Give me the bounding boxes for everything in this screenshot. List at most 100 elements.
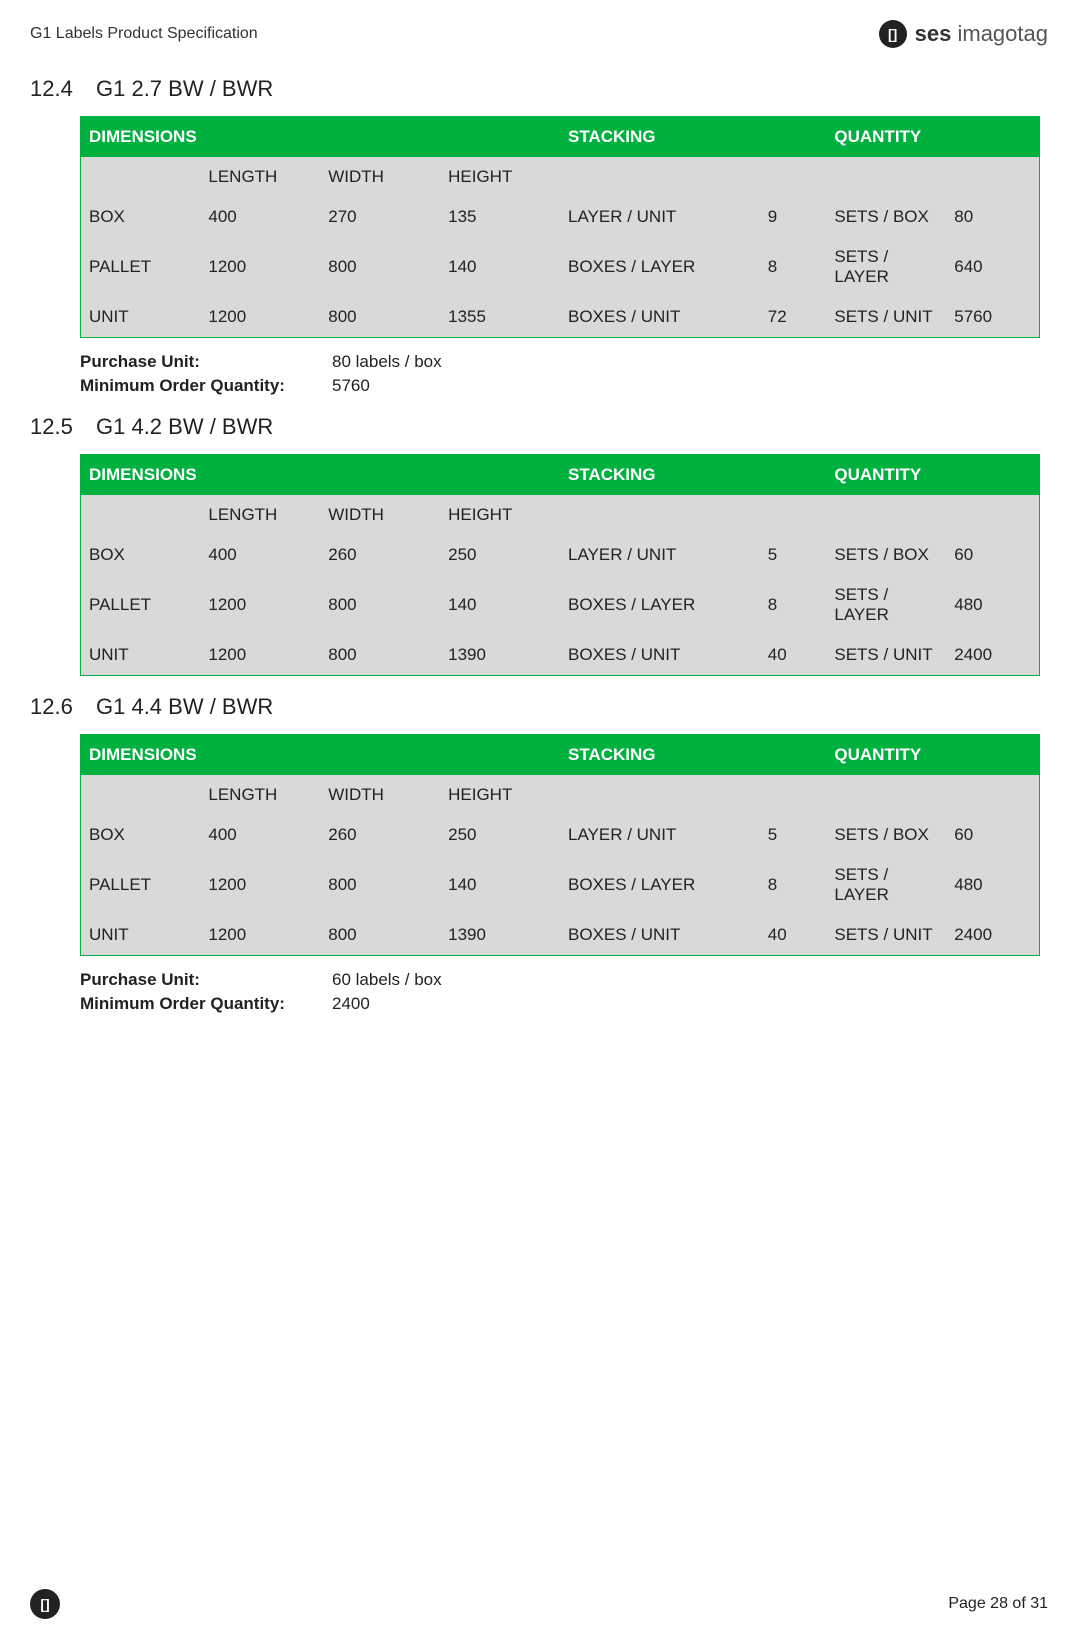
cell-empty [946,495,1039,535]
cell-length: 1200 [200,855,320,915]
cell-width: 800 [320,575,440,635]
cell-width: 260 [320,535,440,575]
cell-stack-label: BOXES / LAYER [560,855,760,915]
cell-length: 400 [200,815,320,855]
cell-stack-label: LAYER / UNIT [560,197,760,237]
cell-empty [560,157,760,197]
cell-qty-value: 5760 [946,297,1039,338]
page-footer: [] Page 28 of 31 [30,1589,1048,1619]
subhdr-width: WIDTH [320,775,440,815]
table-subheader-row: LENGTHWIDTHHEIGHT [81,157,1040,197]
cell-empty [826,775,946,815]
cell-qty-label: SETS / BOX [826,535,946,575]
brand-logo: [] ses imagotag [879,20,1048,48]
info-block: Purchase Unit:80 labels / boxMinimum Ord… [80,352,1048,396]
section-title: G1 2.7 BW / BWR [96,76,273,102]
cell-qty-label: SETS / LAYER [826,575,946,635]
cell-empty [81,775,201,815]
info-value-moq: 2400 [332,994,370,1014]
cell-stack-value: 5 [760,815,827,855]
row-label: BOX [81,197,201,237]
cell-stack-value: 40 [760,915,827,956]
cell-empty [760,495,827,535]
cell-height: 1390 [440,915,560,956]
cell-qty-label: SETS / LAYER [826,237,946,297]
table-row: PALLET1200800140BOXES / LAYER8SETS / LAY… [81,855,1040,915]
row-label: BOX [81,815,201,855]
table-row: UNIT12008001390BOXES / UNIT40SETS / UNIT… [81,915,1040,956]
cell-length: 1200 [200,575,320,635]
cell-width: 800 [320,237,440,297]
cell-qty-value: 60 [946,815,1039,855]
cell-height: 140 [440,855,560,915]
cell-width: 800 [320,297,440,338]
cell-length: 1200 [200,297,320,338]
table-header-row: DIMENSIONSSTACKINGQUANTITY [81,455,1040,496]
table-row: BOX400260250LAYER / UNIT5SETS / BOX60 [81,815,1040,855]
row-label: UNIT [81,635,201,676]
cell-qty-value: 2400 [946,915,1039,956]
cell-qty-label: SETS / UNIT [826,915,946,956]
logo-text-light: imagotag [951,21,1048,46]
subhdr-height: HEIGHT [440,775,560,815]
cell-stack-value: 8 [760,855,827,915]
table-subheader-row: LENGTHWIDTHHEIGHT [81,775,1040,815]
cell-qty-value: 80 [946,197,1039,237]
table-header-row: DIMENSIONSSTACKINGQUANTITY [81,117,1040,158]
cell-stack-label: LAYER / UNIT [560,815,760,855]
hdr-quantity: QUANTITY [826,735,1039,776]
cell-empty [760,775,827,815]
hdr-dimensions: DIMENSIONS [81,735,561,776]
cell-stack-label: BOXES / LAYER [560,237,760,297]
logo-text: ses imagotag [915,21,1048,47]
cell-width: 800 [320,855,440,915]
hdr-dimensions: DIMENSIONS [81,455,561,496]
subhdr-height: HEIGHT [440,495,560,535]
cell-height: 250 [440,535,560,575]
cell-stack-value: 9 [760,197,827,237]
cell-qty-value: 2400 [946,635,1039,676]
hdr-quantity: QUANTITY [826,117,1039,158]
cell-empty [946,157,1039,197]
cell-width: 800 [320,635,440,676]
cell-empty [81,157,201,197]
cell-qty-value: 640 [946,237,1039,297]
info-value-purchase-unit: 80 labels / box [332,352,442,372]
cell-stack-label: BOXES / UNIT [560,915,760,956]
hdr-dimensions: DIMENSIONS [81,117,561,158]
info-row: Purchase Unit:60 labels / box [80,970,1048,990]
cell-stack-value: 8 [760,237,827,297]
table-row: BOX400270135LAYER / UNIT9SETS / BOX80 [81,197,1040,237]
cell-stack-value: 72 [760,297,827,338]
cell-stack-value: 5 [760,535,827,575]
hdr-stacking: STACKING [560,117,826,158]
table-row: UNIT12008001390BOXES / UNIT40SETS / UNIT… [81,635,1040,676]
logo-text-bold: ses [915,21,952,46]
row-label: PALLET [81,237,201,297]
logo-badge-icon: [] [879,20,907,48]
table-header-row: DIMENSIONSSTACKINGQUANTITY [81,735,1040,776]
cell-height: 1355 [440,297,560,338]
section-heading: 12.5G1 4.2 BW / BWR [30,414,1048,440]
cell-width: 800 [320,915,440,956]
subhdr-length: LENGTH [200,775,320,815]
spec-table: DIMENSIONSSTACKINGQUANTITYLENGTHWIDTHHEI… [80,454,1040,676]
sections-container: 12.4G1 2.7 BW / BWRDIMENSIONSSTACKINGQUA… [30,76,1048,1014]
cell-height: 1390 [440,635,560,676]
cell-stack-value: 8 [760,575,827,635]
subhdr-length: LENGTH [200,495,320,535]
hdr-stacking: STACKING [560,735,826,776]
cell-height: 135 [440,197,560,237]
cell-empty [826,157,946,197]
cell-empty [560,775,760,815]
subhdr-width: WIDTH [320,157,440,197]
section-heading: 12.6G1 4.4 BW / BWR [30,694,1048,720]
footer-badge-icon: [] [30,1589,60,1619]
info-value-moq: 5760 [332,376,370,396]
subhdr-width: WIDTH [320,495,440,535]
row-label: PALLET [81,855,201,915]
cell-stack-label: BOXES / UNIT [560,635,760,676]
info-label-moq: Minimum Order Quantity: [80,994,320,1014]
cell-empty [560,495,760,535]
table-subheader-row: LENGTHWIDTHHEIGHT [81,495,1040,535]
